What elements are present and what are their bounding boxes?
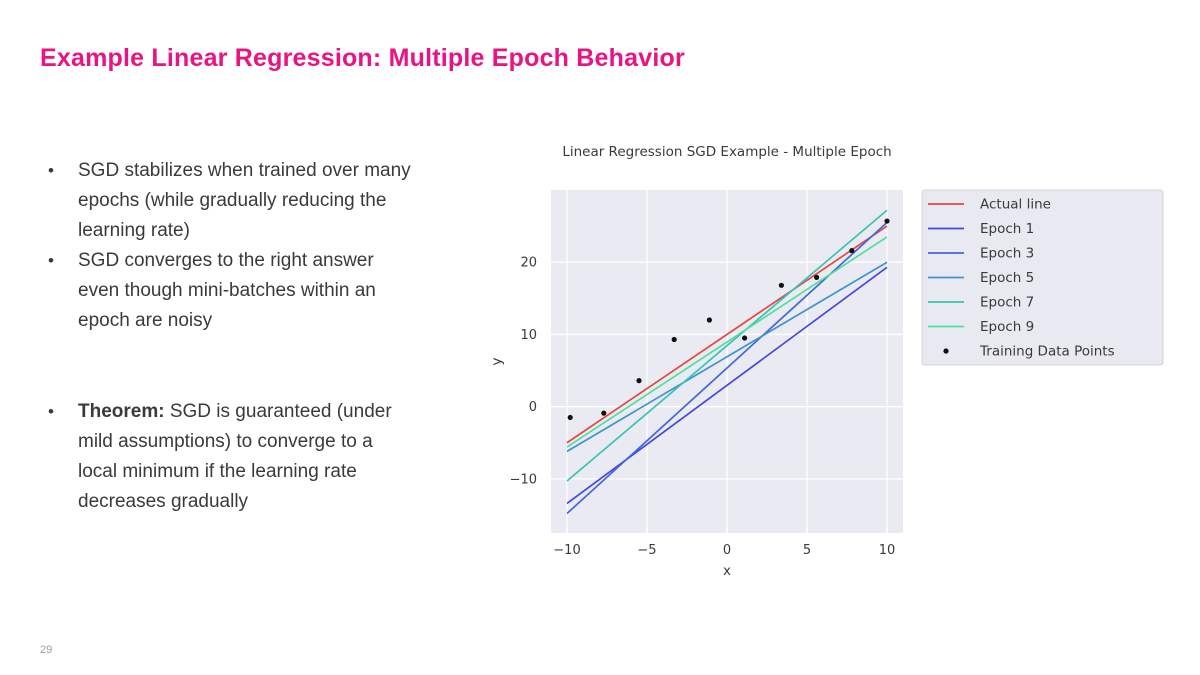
legend-label: Epoch 1 <box>980 221 1034 237</box>
bullet-marker-icon: • <box>48 161 54 180</box>
chart-title: Linear Regression SGD Example - Multiple… <box>562 144 891 160</box>
page-number: 29 <box>40 644 53 656</box>
slide-title: Example Linear Regression: Multiple Epoc… <box>40 44 685 72</box>
y-tick-label: 10 <box>520 328 537 343</box>
legend-label: Training Data Points <box>979 344 1115 360</box>
bullet-item: • Theorem: SGD is guaranteed (under mild a… <box>40 397 492 517</box>
bullet-marker-icon: • <box>48 251 54 270</box>
x-tick-label: 5 <box>803 543 811 558</box>
data-point <box>742 335 748 341</box>
chart-line-epoch-5 <box>566 261 888 453</box>
data-point <box>601 410 607 416</box>
bullet-text: SGD converges to the right answer even th… <box>78 250 376 331</box>
legend <box>921 189 1164 366</box>
x-tick-label: 10 <box>879 543 896 558</box>
data-point <box>671 336 677 343</box>
data-point <box>778 282 784 288</box>
data-point <box>567 414 573 421</box>
bullet-list: • SGD stabilizes when trained over many ep… <box>40 156 492 517</box>
data-point <box>706 317 712 323</box>
legend-swatch <box>943 348 949 354</box>
chart-line-epoch-7 <box>566 209 888 482</box>
data-point <box>884 218 890 224</box>
data-point <box>849 248 855 254</box>
y-tick-label: 20 <box>520 256 537 271</box>
bullet-marker-icon: • <box>48 402 54 421</box>
x-axis-label: x <box>723 563 731 579</box>
legend-label: Epoch 7 <box>980 295 1034 311</box>
data-point <box>636 378 642 384</box>
bullet-text: Theorem: SGD is guaranteed (under mild as… <box>78 401 392 512</box>
x-tick-label: 0 <box>723 543 731 558</box>
x-tick-label: −5 <box>637 543 656 558</box>
chart-line-epoch-9 <box>566 236 888 448</box>
bullet-text: SGD stabilizes when trained over many epo… <box>78 160 411 241</box>
chart: Linear Regression SGD Example - Multiple… <box>480 120 1190 600</box>
legend-label: Actual line <box>980 197 1051 213</box>
bullet-item: • SGD converges to the right answer even t… <box>40 246 492 336</box>
y-tick-label: −10 <box>510 472 537 487</box>
chart-svg: Linear Regression SGD Example - Multiple… <box>489 144 1164 579</box>
x-tick-label: −10 <box>553 543 580 558</box>
legend-label: Epoch 9 <box>980 319 1034 335</box>
chart-line-actual-line <box>566 225 888 444</box>
y-axis-label: y <box>489 358 505 366</box>
y-tick-label: 0 <box>529 400 537 415</box>
data-point <box>814 274 820 280</box>
legend-label: Epoch 3 <box>980 246 1034 262</box>
legend-label: Epoch 5 <box>980 270 1034 286</box>
bullet-item: • SGD stabilizes when trained over many ep… <box>40 156 492 246</box>
